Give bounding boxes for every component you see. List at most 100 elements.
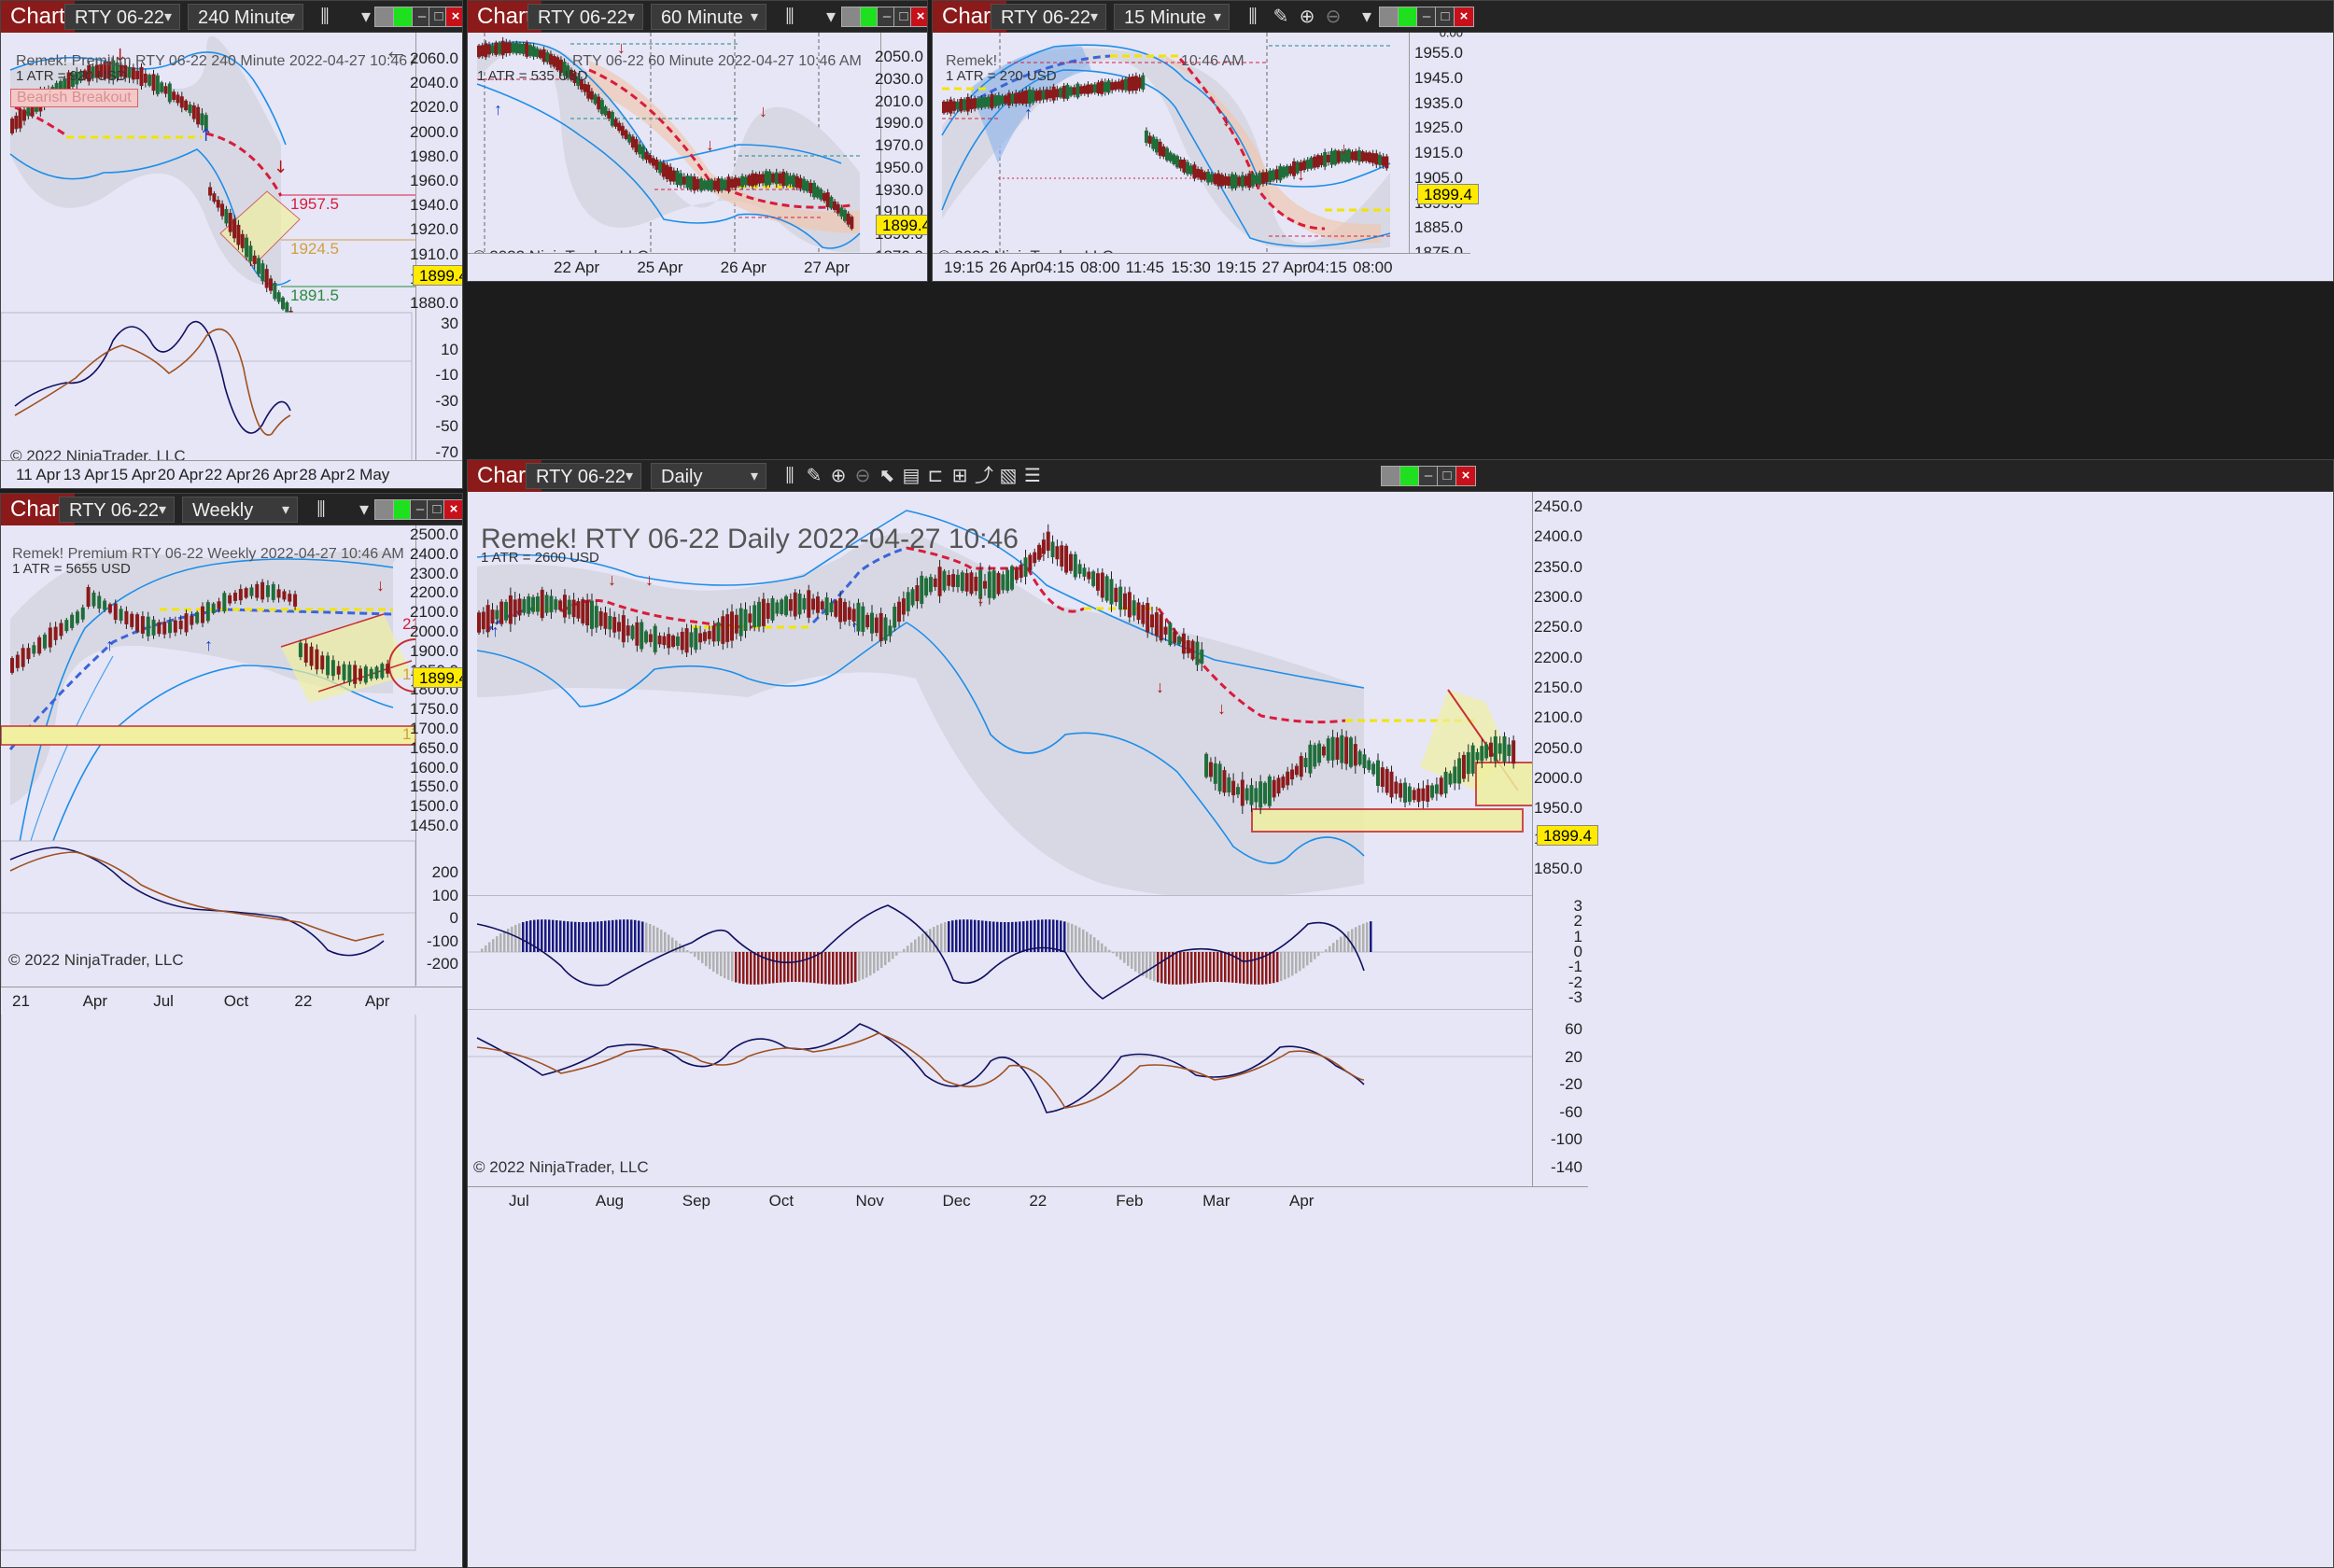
candle-body <box>774 172 779 185</box>
chart-menu-button[interactable]: Chart <box>1 494 75 525</box>
pencil-icon[interactable]: ✎ <box>806 466 823 486</box>
price-axis[interactable]: 2450.0 2400.0 2350.0 2300.0 2250.0 2200.0 2150… <box>1532 492 1598 895</box>
candle-body <box>1357 150 1361 162</box>
green-status-icon[interactable] <box>393 7 414 27</box>
strategies-icon[interactable]: ⊞ <box>951 466 968 486</box>
candle-body <box>836 203 840 214</box>
instrument-selector[interactable]: RTY 06-22 ▾ <box>64 4 180 30</box>
zoom-in-icon[interactable]: ⊕ <box>830 466 847 486</box>
minimize-icon[interactable]: – <box>1418 466 1439 486</box>
instrument-selector[interactable]: RTY 06-22 ▾ <box>527 4 643 30</box>
bars-type-icon[interactable]: ⫼ <box>316 499 326 520</box>
pointer-icon[interactable]: ⬉ <box>879 466 895 486</box>
close-icon[interactable]: × <box>910 7 927 27</box>
interval-selector[interactable]: Weekly ▾ <box>182 497 298 523</box>
candle-body <box>1159 614 1163 641</box>
candle-body <box>236 224 241 245</box>
gray-status-icon[interactable] <box>374 7 395 27</box>
green-status-icon[interactable] <box>1398 7 1418 27</box>
axis-tick-label: 1945.0 <box>1414 68 1463 87</box>
bars-settings-icon[interactable]: ⊏ <box>927 466 944 486</box>
zoom-out-icon[interactable]: ⊖ <box>854 466 871 486</box>
interval-selector[interactable]: 240 Minute ▾ <box>188 4 303 30</box>
chart-area[interactable]: ↓ ↓ ↓ ↑ Remek! 10:46 AM 1 ATR = 2?0 USD … <box>933 26 2333 281</box>
properties-icon[interactable]: ▧ <box>999 466 1018 486</box>
indicators-icon[interactable]: ⤴ <box>975 466 993 486</box>
candle-body <box>586 84 591 99</box>
overflow-chevron-icon[interactable]: ▾ <box>360 7 372 27</box>
candle-body <box>245 237 249 258</box>
time-axis[interactable]: 21 Apr Jul Oct 22 Apr <box>1 987 462 1015</box>
sell-arrow-icon: ↓ <box>1156 678 1164 696</box>
candle-body <box>1315 155 1320 168</box>
axis-tick-label: 20 Apr <box>157 466 204 483</box>
close-icon[interactable]: × <box>445 7 462 27</box>
candle-body <box>252 255 257 264</box>
bars-type-icon[interactable]: ⫼ <box>785 7 794 27</box>
back-arrow-icon[interactable]: ← <box>384 36 408 64</box>
price-axis[interactable]: 2500.0 2400.0 2300.0 2200.0 2100.0 2000.0 1900… <box>410 525 462 841</box>
bars-type-icon[interactable]: ⫼ <box>1248 7 1258 27</box>
interval-selector[interactable]: Daily ▾ <box>651 463 766 489</box>
green-status-icon[interactable] <box>1399 466 1420 486</box>
maximize-icon[interactable]: □ <box>429 7 449 27</box>
close-icon[interactable]: × <box>1455 466 1476 486</box>
histogram-bar <box>570 921 573 952</box>
histogram-bar <box>1071 923 1074 952</box>
histogram-bar <box>1033 919 1036 952</box>
minimize-icon[interactable]: – <box>1416 7 1437 27</box>
time-axis[interactable]: Jul Aug Sep Oct Nov Dec 22 Feb Mar Apr <box>468 1186 1588 1214</box>
chart-area[interactable]: ↓ ↓ ↑ Remek! Premium RTY 06-22 240 Minut… <box>1 33 462 488</box>
price-axis[interactable]: 2060.0 2040.0 2020.0 2000.0 1980.0 1960.0 1940… <box>410 33 462 313</box>
maximize-icon[interactable]: □ <box>1437 466 1457 486</box>
interval-selector[interactable]: 15 Minute ▾ <box>1114 4 1230 30</box>
overflow-chevron-icon[interactable]: ▾ <box>359 499 370 520</box>
candle-body <box>824 597 829 616</box>
instrument-selector[interactable]: RTY 06-22 ▾ <box>526 463 641 489</box>
price-axis[interactable]: 1955.01945.01935.01925.01915.01905.01895… <box>1409 26 1479 261</box>
chevron-down-icon: ▾ <box>1090 9 1098 25</box>
histogram-bar <box>1250 952 1253 985</box>
gray-status-icon[interactable] <box>1379 7 1399 27</box>
gray-status-icon[interactable] <box>374 499 395 520</box>
bars-type-icon[interactable]: ⫼ <box>785 466 794 486</box>
histogram-bar <box>977 919 980 952</box>
candle-body <box>702 632 707 641</box>
instrument-selector[interactable]: RTY 06-22 ▾ <box>991 4 1106 30</box>
list-icon[interactable]: ☰ <box>1024 466 1041 486</box>
axis-tick-label: 2010.0 <box>875 91 923 110</box>
chart-menu-button[interactable]: Chart <box>1 1 75 33</box>
histogram-bar <box>1045 919 1047 952</box>
overflow-chevron-icon[interactable]: ▾ <box>1361 7 1372 27</box>
maximize-icon[interactable]: □ <box>1435 7 1455 27</box>
candle-body <box>675 636 680 646</box>
overflow-chevron-icon[interactable]: ▾ <box>825 7 837 27</box>
candle-body <box>1240 779 1244 806</box>
histogram-bar <box>1272 952 1275 984</box>
time-axis[interactable]: 11 Apr 13 Apr 15 Apr 20 Apr 22 Apr 26 Apr 28 A… <box>1 460 462 488</box>
histogram-bar <box>619 919 622 952</box>
chart-area[interactable]: ↓ ↓ ↓ ↑ RTY 06-22 60 Minute 2022-04-27 1… <box>468 33 927 281</box>
axis-tick-label: 0 <box>449 909 458 927</box>
price-axis[interactable]: 2050.0 2030.0 2010.0 1990.0 1970.0 1950.0 1930… <box>875 33 927 265</box>
histogram-bar <box>869 952 872 976</box>
gray-status-icon[interactable] <box>1381 466 1401 486</box>
time-axis[interactable]: 19:15 26 Apr 04:15 08:00 11:45 15:30 19:15 27 A… <box>933 253 1470 281</box>
zoom-out-icon[interactable]: ⊖ <box>1325 7 1342 27</box>
axis-tick-label: 1925.0 <box>1414 119 1463 137</box>
data-box-icon[interactable]: ▤ <box>902 466 921 486</box>
candle-body <box>1350 151 1355 161</box>
chart-area[interactable]: ↓ ↑ ↑ Remek! Premium RTY 06-22 Weekly 20… <box>1 525 462 1567</box>
instrument-selector[interactable]: RTY 06-22 ▾ <box>59 497 175 523</box>
bars-type-icon[interactable]: ⫼ <box>320 7 330 27</box>
close-icon[interactable]: × <box>1454 7 1474 27</box>
gray-status-icon[interactable] <box>841 7 862 27</box>
interval-selector[interactable]: 60 Minute ▾ <box>651 4 766 30</box>
close-icon[interactable]: × <box>443 499 462 520</box>
time-axis[interactable]: 22 Apr 25 Apr 26 Apr 27 Apr <box>468 253 927 281</box>
candle-body <box>107 604 112 613</box>
zoom-in-icon[interactable]: ⊕ <box>1299 7 1315 27</box>
pencil-icon[interactable]: ✎ <box>1272 7 1289 27</box>
candle-body <box>1095 573 1100 591</box>
chart-area[interactable]: ↓ ↓ ↓ ↓ ↓ ↓ ↑ ↑ Remek! RTY 06-22 Daily 2… <box>468 492 2333 1567</box>
